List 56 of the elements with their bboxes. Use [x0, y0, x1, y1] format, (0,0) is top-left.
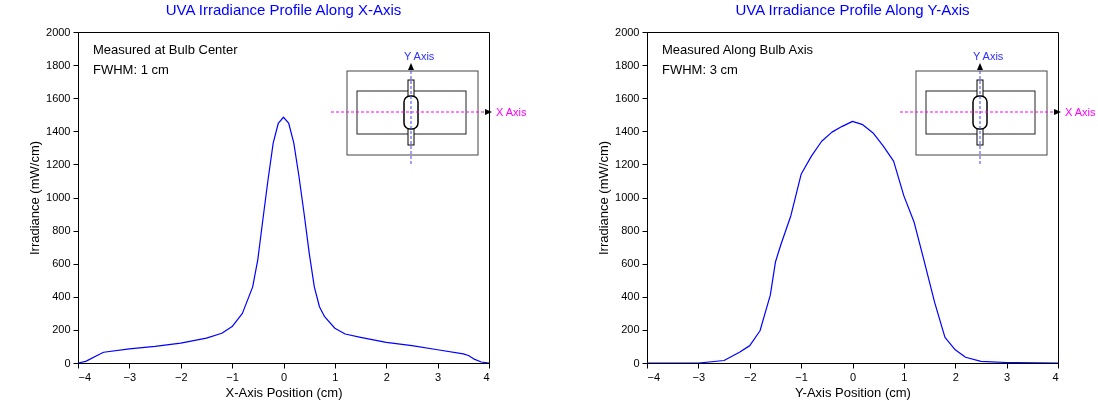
- chart-title: UVA Irradiance Profile Along X-Axis: [165, 1, 402, 18]
- annotation: Y Axis: [973, 50, 1004, 62]
- y-tick-label: 1400: [615, 124, 640, 137]
- line-series: [78, 116, 489, 363]
- y-tick-label: 1600: [615, 91, 640, 104]
- y-tick-label: 0: [633, 356, 640, 369]
- x-tick-label: 3: [1004, 370, 1011, 383]
- y-tick-label: 1200: [46, 157, 71, 170]
- y-tick-label: 600: [52, 257, 71, 270]
- y-tick-label: 1800: [46, 58, 71, 71]
- y-tick-label: 1800: [615, 58, 640, 71]
- x-tick-label: −1: [226, 370, 239, 383]
- y-tick-label: 800: [52, 224, 71, 237]
- y-tick-label: 1600: [46, 91, 71, 104]
- y-tick-label: 0: [64, 356, 71, 369]
- x-tick-label: 0: [849, 370, 857, 383]
- line-series: [647, 120, 1058, 363]
- x-tick-label: 4: [483, 370, 490, 383]
- y-tick-label: 1400: [46, 124, 71, 137]
- x-tick-label: 4: [1052, 370, 1059, 383]
- y-tick-label: 800: [621, 224, 640, 237]
- annotation: Y Axis: [404, 50, 435, 62]
- chart-title: UVA Irradiance Profile Along Y-Axis: [735, 1, 970, 18]
- x-tick-label: 0: [280, 370, 288, 383]
- text: X Axis: [496, 106, 528, 118]
- x-tick-label: 1: [332, 370, 339, 383]
- x-tick-label: −3: [692, 370, 706, 383]
- x-tick-label: −4: [78, 370, 92, 383]
- y-tick-label: 1000: [615, 191, 640, 203]
- x-tick-label: −1: [795, 370, 808, 383]
- text: X Axis: [1065, 106, 1097, 118]
- y-tick-label: 200: [621, 323, 640, 336]
- annotation: FWHM: 1 cm: [93, 62, 169, 77]
- y-axis-title: Irradiance (mW/cm): [596, 140, 612, 256]
- y-tick-label: 600: [621, 257, 640, 270]
- x-axis-title: X-Axis Position (cm): [225, 384, 343, 400]
- x-tick-label: −2: [174, 370, 188, 383]
- annotation: FWHM: 3 cm: [662, 62, 738, 77]
- y-tick-label: 400: [52, 290, 71, 303]
- y-axis-title: Irradiance (mW/cm): [27, 140, 43, 256]
- annotation: Measured Along Bulb Axis: [662, 42, 814, 57]
- x-axis-title: Y-Axis Position (cm): [795, 384, 911, 400]
- y-tick-label: 200: [52, 323, 71, 336]
- y-tick-label: 400: [621, 290, 640, 303]
- x-tick-label: −4: [647, 370, 661, 383]
- y-tick-label: 2000: [46, 25, 71, 38]
- y-tick-label: 1000: [46, 191, 71, 203]
- x-tick-label: 2: [383, 370, 390, 383]
- x-tick-label: 3: [435, 370, 442, 383]
- y-tick-label: 2000: [615, 25, 640, 38]
- x-tick-label: −2: [743, 370, 757, 383]
- x-tick-label: 1: [901, 370, 908, 383]
- x-tick-label: 2: [952, 370, 959, 383]
- x-tick-label: −3: [123, 370, 137, 383]
- annotation: Measured at Bulb Center: [93, 42, 239, 57]
- y-tick-label: 1200: [615, 157, 640, 170]
